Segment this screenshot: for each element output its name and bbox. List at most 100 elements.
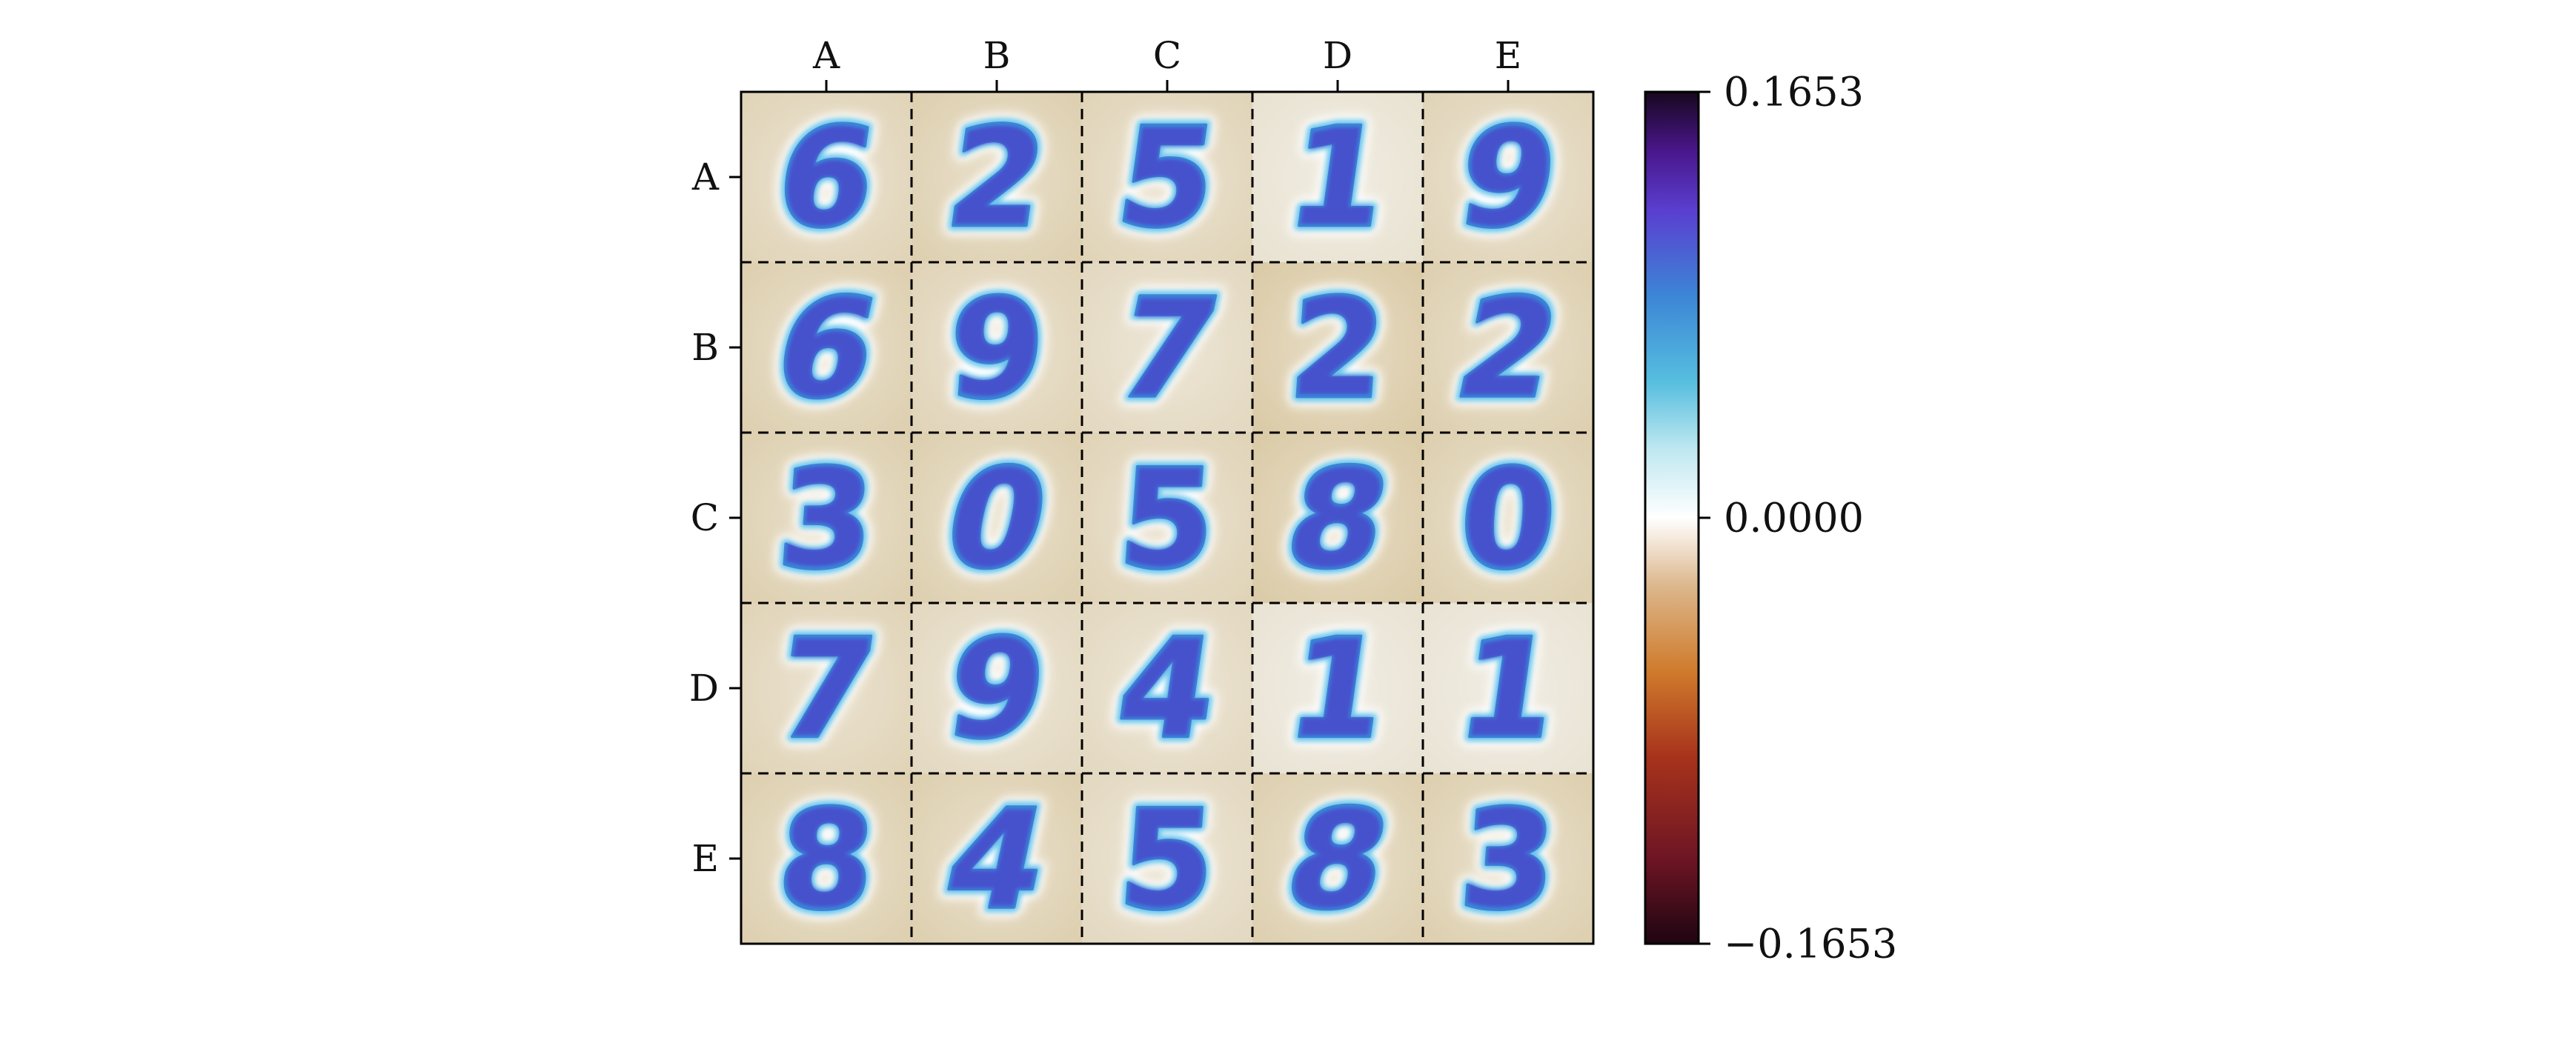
y-tick-label: A: [691, 156, 720, 199]
digit-mid: 0: [1455, 439, 1562, 600]
digit-mid: 5: [1114, 439, 1221, 600]
cell-shade: [1423, 773, 1593, 944]
heatmap-cell: 0000: [912, 430, 1082, 609]
cell-shade: [912, 92, 1082, 262]
cell-shade: [1423, 262, 1593, 433]
digit-core: 8: [775, 783, 878, 937]
cell-shade: [1252, 773, 1423, 944]
x-tick-label: A: [812, 34, 840, 77]
digit-core: 5: [1110, 101, 1224, 256]
digit-mid: 2: [1284, 269, 1392, 430]
digit-core: 2: [940, 101, 1053, 256]
y-tick-label: E: [692, 837, 720, 880]
digit-mid: 8: [773, 780, 880, 941]
cell-shade: [1082, 433, 1252, 603]
digit-mid: 1: [1278, 99, 1397, 259]
colorbar: 0.1653 0.0000 −0.1653: [1644, 69, 1897, 967]
digit-outer: 3: [1455, 780, 1562, 941]
digit-halo: 9: [943, 269, 1051, 430]
digit-mid: 9: [937, 610, 1056, 770]
x-tick-label: C: [1153, 34, 1181, 77]
digit-mid: 4: [1108, 610, 1226, 770]
digit-core: 2: [1287, 272, 1390, 426]
cell-shade: [1423, 603, 1593, 773]
cell-shade: [1252, 603, 1423, 773]
x-tick-label: E: [1495, 34, 1522, 77]
digit-outer: 8: [773, 780, 880, 941]
digit-core: 3: [1457, 783, 1560, 937]
digit-outer: 5: [1114, 439, 1221, 600]
digit-mid: 9: [943, 269, 1051, 430]
digit-core: 9: [940, 613, 1053, 767]
y-tick-label: B: [691, 326, 719, 369]
colorbar-tick-label: 0.0000: [1724, 495, 1864, 542]
x-axis: A B C D E: [812, 34, 1521, 92]
digit-halo: 5: [1114, 780, 1221, 941]
digit-core: 0: [1457, 442, 1560, 596]
cell-shade: [741, 773, 912, 944]
colorbar-tick-label: 0.1653: [1724, 69, 1864, 116]
digit-outer: 3: [773, 439, 880, 600]
digit-mid: 3: [773, 439, 880, 600]
digit-mid: 5: [1114, 780, 1221, 941]
cell-shade: [741, 262, 912, 433]
digit-core: 9: [1451, 101, 1564, 256]
digit-halo: 3: [1455, 780, 1562, 941]
digit-mid: 3: [1455, 780, 1562, 941]
digit-core: 1: [1281, 101, 1394, 256]
digit-halo: 3: [773, 439, 880, 600]
digit-outer: 2: [1284, 269, 1392, 430]
digit-core: 5: [1116, 442, 1219, 596]
digit-core: 7: [769, 613, 883, 767]
cell-shade: [912, 262, 1082, 433]
x-tick-label: D: [1323, 34, 1352, 77]
heatmap-cell: 0000: [1423, 430, 1593, 609]
digit-core: 1: [1281, 613, 1394, 767]
cell-shade: [741, 92, 912, 262]
digit-halo: 0: [1455, 439, 1562, 600]
cell-shade: [741, 603, 912, 773]
digit-core: 5: [1116, 783, 1219, 937]
digit-outer: 6: [767, 99, 886, 259]
cell-shade: [1252, 92, 1423, 262]
digit-core: 6: [769, 101, 883, 256]
digit-outer: 9: [943, 269, 1051, 430]
digit-mid: 2: [937, 99, 1056, 259]
digit-core: 4: [1110, 613, 1224, 767]
cell-shade: [1082, 262, 1252, 433]
cell-shade: [1082, 603, 1252, 773]
cell-shade: [912, 603, 1082, 773]
digit-halo: 5: [1114, 439, 1221, 600]
digit-core: 9: [946, 272, 1049, 426]
cell-shade: [1082, 92, 1252, 262]
digit-mid: 6: [767, 99, 886, 259]
x-tick-label: B: [983, 34, 1011, 77]
digit-core: 1: [1451, 613, 1564, 767]
heatmap-grid: [741, 92, 1593, 944]
digit-outer: 5: [1114, 780, 1221, 941]
cell-shade: [1252, 433, 1423, 603]
